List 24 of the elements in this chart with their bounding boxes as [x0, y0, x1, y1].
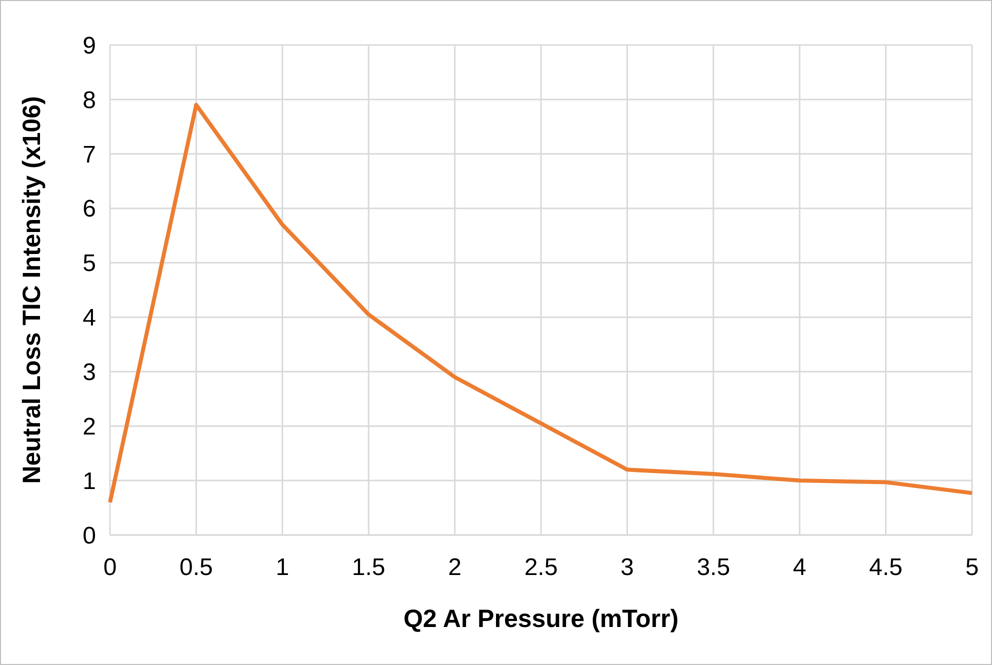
- x-tick-label: 4.5: [869, 554, 902, 581]
- x-axis-title: Q2 Ar Pressure (mTorr): [403, 605, 679, 633]
- x-tick-label: 0: [103, 554, 117, 581]
- y-tick-label: 9: [82, 32, 96, 60]
- x-tick-label: 3.5: [696, 554, 730, 581]
- x-tick-label: 5: [965, 554, 979, 581]
- y-tick-label: 0: [82, 522, 96, 550]
- y-axis-title: Neutral Loss TIC Intensity (x106): [18, 96, 46, 484]
- y-tick-label: 7: [82, 141, 96, 168]
- line-series: [108, 102, 974, 504]
- y-tick-label: 5: [82, 250, 96, 278]
- y-tick-label: 1: [82, 468, 96, 495]
- y-tick-label: 2: [82, 414, 96, 441]
- x-tick-label: 1.5: [352, 554, 386, 581]
- y-tick-label: 3: [82, 359, 96, 386]
- x-tick-label: 3: [620, 554, 634, 581]
- x-tick-label: 2: [448, 554, 462, 581]
- x-tick-label: 1: [276, 554, 290, 581]
- y-tick-label: 6: [82, 196, 96, 223]
- x-tick-label: 0.5: [180, 554, 213, 581]
- x-tick-label: 2.5: [524, 554, 558, 581]
- x-tick-label: 4: [792, 554, 806, 581]
- y-tick-label: 4: [82, 304, 96, 332]
- y-tick-label: 8: [82, 86, 96, 114]
